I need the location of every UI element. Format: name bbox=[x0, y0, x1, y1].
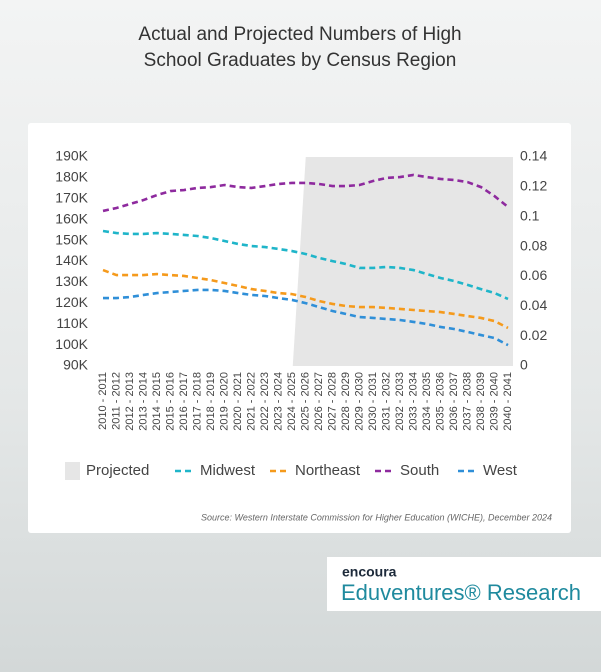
x-tick-label: 2038 - 2039 bbox=[475, 372, 487, 431]
logo-box bbox=[327, 557, 601, 611]
x-tick-label: 2018 - 2019 bbox=[205, 372, 217, 431]
x-tick-label: 2011 - 2012 bbox=[110, 372, 122, 430]
chart-title: School Graduates by Census Region bbox=[144, 50, 457, 71]
series-line bbox=[102, 173, 509, 213]
legend-label: Midwest bbox=[200, 462, 256, 479]
x-tick-label: 2037 - 2038 bbox=[461, 372, 473, 431]
y2-tick-label: 0.02 bbox=[520, 327, 547, 343]
projected-area bbox=[292, 157, 513, 366]
y-tick-label: 110K bbox=[56, 315, 88, 331]
source: Source: Western Interstate Commission fo… bbox=[201, 512, 552, 522]
legend-label: West bbox=[483, 462, 518, 479]
y-tick-label: 140K bbox=[55, 252, 88, 268]
legend-swatch bbox=[65, 462, 80, 480]
chart-title: Actual and Projected Numbers of High bbox=[138, 24, 461, 45]
y-tick-label: 150K bbox=[55, 231, 88, 247]
x-tick-label: 2014 - 2015 bbox=[151, 372, 163, 431]
x-tick-label: 2027 - 2028 bbox=[326, 372, 338, 431]
y-tick-label: 190K bbox=[55, 148, 88, 164]
legend-label: Projected bbox=[86, 462, 149, 479]
x-tick-label: 2016 - 2017 bbox=[178, 372, 190, 431]
logo-product: Eduventures® Research bbox=[341, 580, 581, 605]
x-tick-label: 2031 - 2032 bbox=[380, 372, 392, 431]
y-tick-label: 180K bbox=[55, 169, 88, 185]
y-tick-label: 100K bbox=[55, 336, 88, 352]
x-tick-label: 2015 - 2016 bbox=[164, 372, 176, 431]
x-tick-label: 2025 - 2026 bbox=[299, 372, 311, 431]
y-tick-label: 120K bbox=[55, 294, 88, 310]
y2-tick-label: 0.12 bbox=[520, 178, 547, 194]
x-tick-label: 2036 - 2037 bbox=[448, 372, 460, 431]
x-tick-label: 2020 - 2021 bbox=[232, 372, 244, 431]
x-tick-label: 2039 - 2040 bbox=[488, 372, 500, 431]
series-line bbox=[103, 288, 509, 347]
x-tick-label: 2028 - 2029 bbox=[340, 372, 352, 431]
x-tick-label: 2013 - 2014 bbox=[137, 372, 149, 431]
y-tick-label: 90K bbox=[63, 357, 89, 373]
y-tick-label: 170K bbox=[55, 190, 88, 206]
y2-tick-label: 0.08 bbox=[520, 237, 547, 253]
legend-label: Northeast bbox=[295, 462, 361, 479]
x-tick-label: 2023 - 2024 bbox=[272, 372, 284, 431]
x-tick-label: 2029 - 2030 bbox=[353, 372, 365, 431]
series-line bbox=[102, 229, 509, 301]
logo-company: encoura bbox=[342, 564, 397, 580]
x-tick-label: 2026 - 2027 bbox=[313, 372, 325, 431]
legend-label: South bbox=[400, 462, 439, 479]
x-tick-label: 2035 - 2036 bbox=[434, 372, 446, 431]
y2-tick-label: 0.14 bbox=[520, 148, 547, 164]
x-tick-label: 2010 - 2011 bbox=[97, 372, 109, 430]
x-tick-label: 2022 - 2023 bbox=[259, 372, 271, 431]
x-tick-label: 2032 - 2033 bbox=[394, 372, 406, 431]
x-tick-label: 2033 - 2034 bbox=[407, 372, 419, 431]
y-tick-label: 160K bbox=[55, 210, 88, 226]
y2-tick-label: 0.1 bbox=[520, 207, 540, 223]
y2-tick-label: 0 bbox=[520, 357, 528, 373]
x-tick-label: 2024 - 2025 bbox=[286, 372, 298, 431]
series-line bbox=[102, 268, 509, 330]
x-tick-label: 2021 - 2022 bbox=[245, 372, 257, 431]
x-tick-label: 2034 - 2035 bbox=[421, 372, 433, 431]
y2-tick-label: 0.04 bbox=[520, 297, 547, 313]
y-tick-label: 130K bbox=[55, 273, 88, 289]
x-tick-label: 2040 - 2041 bbox=[502, 372, 514, 431]
x-tick-label: 2019 - 2020 bbox=[218, 372, 230, 431]
x-tick-label: 2030 - 2031 bbox=[367, 372, 379, 431]
y2-tick-label: 0.06 bbox=[520, 267, 547, 283]
x-tick-label: 2017 - 2018 bbox=[191, 372, 203, 431]
plot: 90K 100K 110K 120K 130K 140K 150K 160K 170K 180K 1… bbox=[55, 148, 547, 431]
x-tick-label: 2012 - 2013 bbox=[124, 372, 136, 431]
